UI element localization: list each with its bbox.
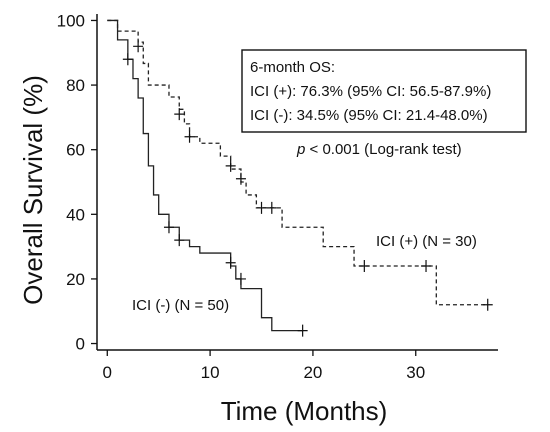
censor-mark: [133, 40, 144, 53]
p-value-annotation: p < 0.001 (Log-rank test): [296, 141, 462, 158]
censor-mark: [225, 159, 236, 172]
axes: [96, 14, 498, 351]
censor-mark: [482, 298, 493, 311]
legend-box: [241, 49, 527, 133]
legend-line-ici-neg: ICI (-): 34.5% (95% CI: 21.4-48.0%): [250, 107, 488, 124]
series-ici-neg: [107, 19, 308, 337]
censor-mark: [184, 130, 195, 143]
y-tick-label: 0: [76, 335, 85, 354]
y-axis-label: Overall Survival (%): [18, 75, 48, 305]
censor-mark: [174, 234, 185, 247]
x-tick-label: 10: [201, 363, 220, 382]
y-tick-label: 80: [66, 76, 85, 95]
censor-mark: [297, 324, 308, 337]
y-tick-label: 100: [57, 11, 85, 30]
censor-mark: [235, 172, 246, 185]
series-label-ici-pos: ICI (+) (N = 30): [376, 233, 477, 250]
x-tick-label: 30: [406, 363, 425, 382]
p-value-text: < 0.001 (Log-rank test): [305, 141, 461, 158]
y-tick-label: 60: [66, 141, 85, 160]
censor-mark: [256, 201, 267, 214]
censor-mark: [359, 260, 370, 272]
censor-mark: [235, 272, 246, 285]
p-symbol: p: [296, 141, 305, 158]
series-ici-pos: [107, 19, 493, 311]
survival-curves: [107, 19, 493, 337]
censor-mark: [266, 201, 277, 214]
series-label-ici-neg: ICI (-) (N = 50): [132, 297, 229, 314]
censor-mark: [122, 53, 133, 66]
legend-title: 6-month OS:: [250, 59, 335, 76]
y-tick-label: 40: [66, 205, 85, 224]
km-step-line: [107, 19, 488, 306]
censor-mark: [163, 221, 174, 234]
y-tick-label: 20: [66, 270, 85, 289]
legend-line-ici-pos: ICI (+): 76.3% (95% CI: 56.5-87.9%): [250, 83, 491, 100]
x-tick-label: 20: [303, 363, 322, 382]
x-tick-label: 0: [103, 363, 112, 382]
ticks: 0 20 40 60 80 100 0 10 20 30: [57, 11, 426, 382]
censor-mark: [421, 260, 432, 272]
x-axis-label: Time (Months): [221, 396, 388, 426]
censor-mark: [174, 108, 185, 121]
censor-mark: [225, 256, 236, 269]
